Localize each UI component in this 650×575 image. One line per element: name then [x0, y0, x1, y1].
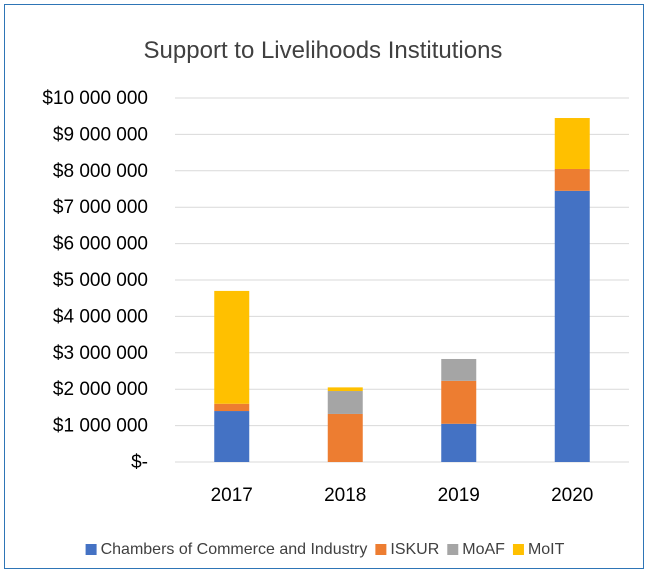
y-tick-label: $- — [131, 452, 148, 473]
legend-item: MoAF — [447, 541, 505, 558]
y-tick-label: $9 000 000 — [53, 124, 148, 145]
legend-swatch — [512, 544, 524, 555]
legend-swatch — [447, 544, 459, 555]
bar-segment-2020-iskur — [554, 168, 590, 191]
y-tick-label: $7 000 000 — [53, 197, 148, 218]
y-tick-label: $8 000 000 — [53, 161, 148, 182]
bars — [214, 118, 590, 462]
bar-segment-2018-moit — [327, 387, 363, 392]
y-axis-tick-labels: $- $1 000 000 $2 000 000 $3 000 000 $4 000 0… — [42, 88, 148, 473]
gridlines — [175, 97, 629, 463]
chart-svg: Support to Livelihoods Institutions $- $1… — [42, 37, 629, 558]
x-tick-label: 2017 — [211, 485, 253, 506]
legend: Chambers of Commerce and Industry ISKUR Mo… — [85, 541, 565, 558]
x-tick-label: 2018 — [324, 485, 366, 506]
x-tick-label: 2020 — [551, 485, 593, 506]
chart-frame: Support to Livelihoods Institutions $- $1… — [4, 4, 644, 569]
y-tick-label: $10 000 000 — [42, 88, 148, 109]
bar-segment-2017-moit — [214, 290, 250, 404]
y-tick-label: $2 000 000 — [53, 379, 148, 400]
legend-label: MoAF — [462, 541, 505, 558]
legend-label: ISKUR — [390, 541, 439, 558]
y-tick-label: $3 000 000 — [53, 343, 148, 364]
bar-segment-2017-chambers-of-commerce-and-industry — [214, 411, 250, 462]
legend-item: ISKUR — [375, 541, 439, 558]
legend-label: Chambers of Commerce and Industry — [101, 541, 368, 558]
bar-segment-2020-chambers-of-commerce-and-industry — [554, 190, 590, 462]
legend-item: MoIT — [512, 541, 565, 558]
chart-title: Support to Livelihoods Institutions — [144, 37, 503, 64]
x-axis-tick-labels: 2017 2018 2019 2020 — [211, 485, 594, 506]
bar-segment-2019-chambers-of-commerce-and-industry — [441, 423, 477, 462]
legend-swatch — [375, 544, 387, 555]
y-tick-label: $4 000 000 — [53, 306, 148, 327]
bar-segment-2018-moaf — [327, 391, 363, 414]
bar-segment-2017-iskur — [214, 403, 250, 412]
bar-segment-2018-iskur — [327, 413, 363, 462]
bar-segment-2019-moaf — [441, 358, 477, 381]
y-tick-label: $5 000 000 — [53, 270, 148, 291]
y-tick-label: $1 000 000 — [53, 416, 148, 437]
y-tick-label: $6 000 000 — [53, 234, 148, 255]
legend-swatch — [85, 544, 97, 555]
bar-segment-2020-moit — [554, 118, 590, 169]
legend-item: Chambers of Commerce and Industry — [85, 541, 368, 558]
legend-label: MoIT — [528, 541, 565, 558]
bar-segment-2019-iskur — [441, 380, 477, 424]
x-tick-label: 2019 — [438, 485, 480, 506]
